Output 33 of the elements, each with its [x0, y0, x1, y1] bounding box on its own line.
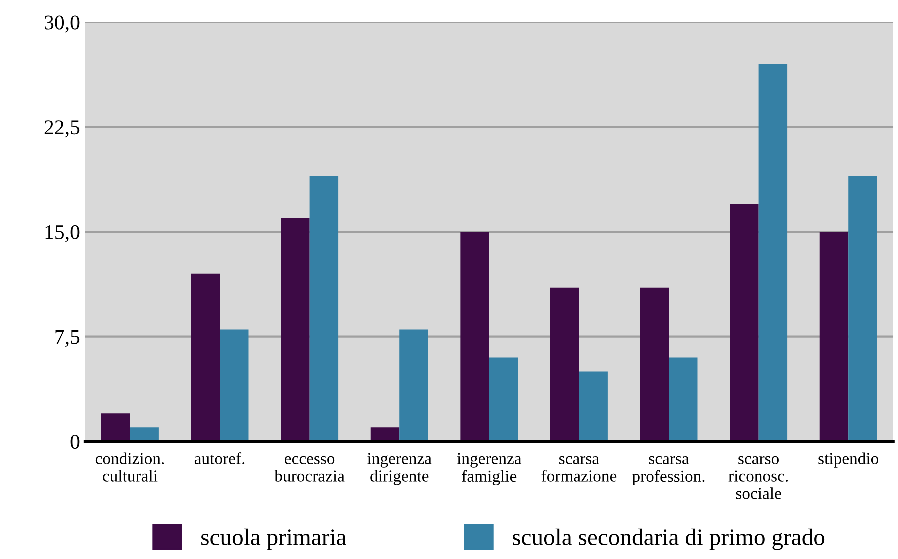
bar — [191, 274, 220, 442]
bar — [640, 288, 670, 442]
x-tick-label: scarsa profession. — [632, 456, 705, 486]
y-tick-label: 7,5 — [56, 330, 80, 348]
bar — [281, 218, 310, 442]
y-tick-label: 30,0 — [44, 16, 80, 33]
bar — [758, 64, 788, 442]
bar — [101, 414, 130, 442]
bar — [489, 358, 518, 442]
bar — [579, 372, 608, 442]
y-tick-label: 15,0 — [46, 225, 80, 242]
bar — [669, 358, 698, 442]
bar — [460, 232, 490, 442]
x-tick-label: scarso riconosc. sociale — [728, 456, 788, 500]
x-tick-label: ingerenza famiglie — [457, 453, 522, 486]
x-tick-label: eccesso burocrazia — [274, 456, 345, 482]
y-tick-label: 0 — [70, 434, 80, 450]
bar — [820, 232, 849, 442]
bar — [220, 330, 249, 442]
x-tick-label: autoref. — [194, 452, 245, 465]
legend-label: scuola primaria — [202, 528, 346, 550]
x-tick-label: condizion. culturali — [96, 452, 164, 482]
x-tick-label: ingerenza dirigente — [368, 453, 432, 486]
x-tick-label: stipendio — [818, 452, 879, 468]
x-tick-label: scarsa formazione — [542, 456, 617, 482]
bar — [730, 204, 759, 442]
bar — [400, 330, 428, 442]
legend-label: scuola secondaria di primo grado — [513, 528, 825, 550]
y-tick-label: 22,5 — [44, 120, 80, 138]
bar — [848, 176, 878, 442]
bar — [130, 428, 159, 442]
bar — [310, 176, 339, 442]
bar — [550, 288, 580, 442]
